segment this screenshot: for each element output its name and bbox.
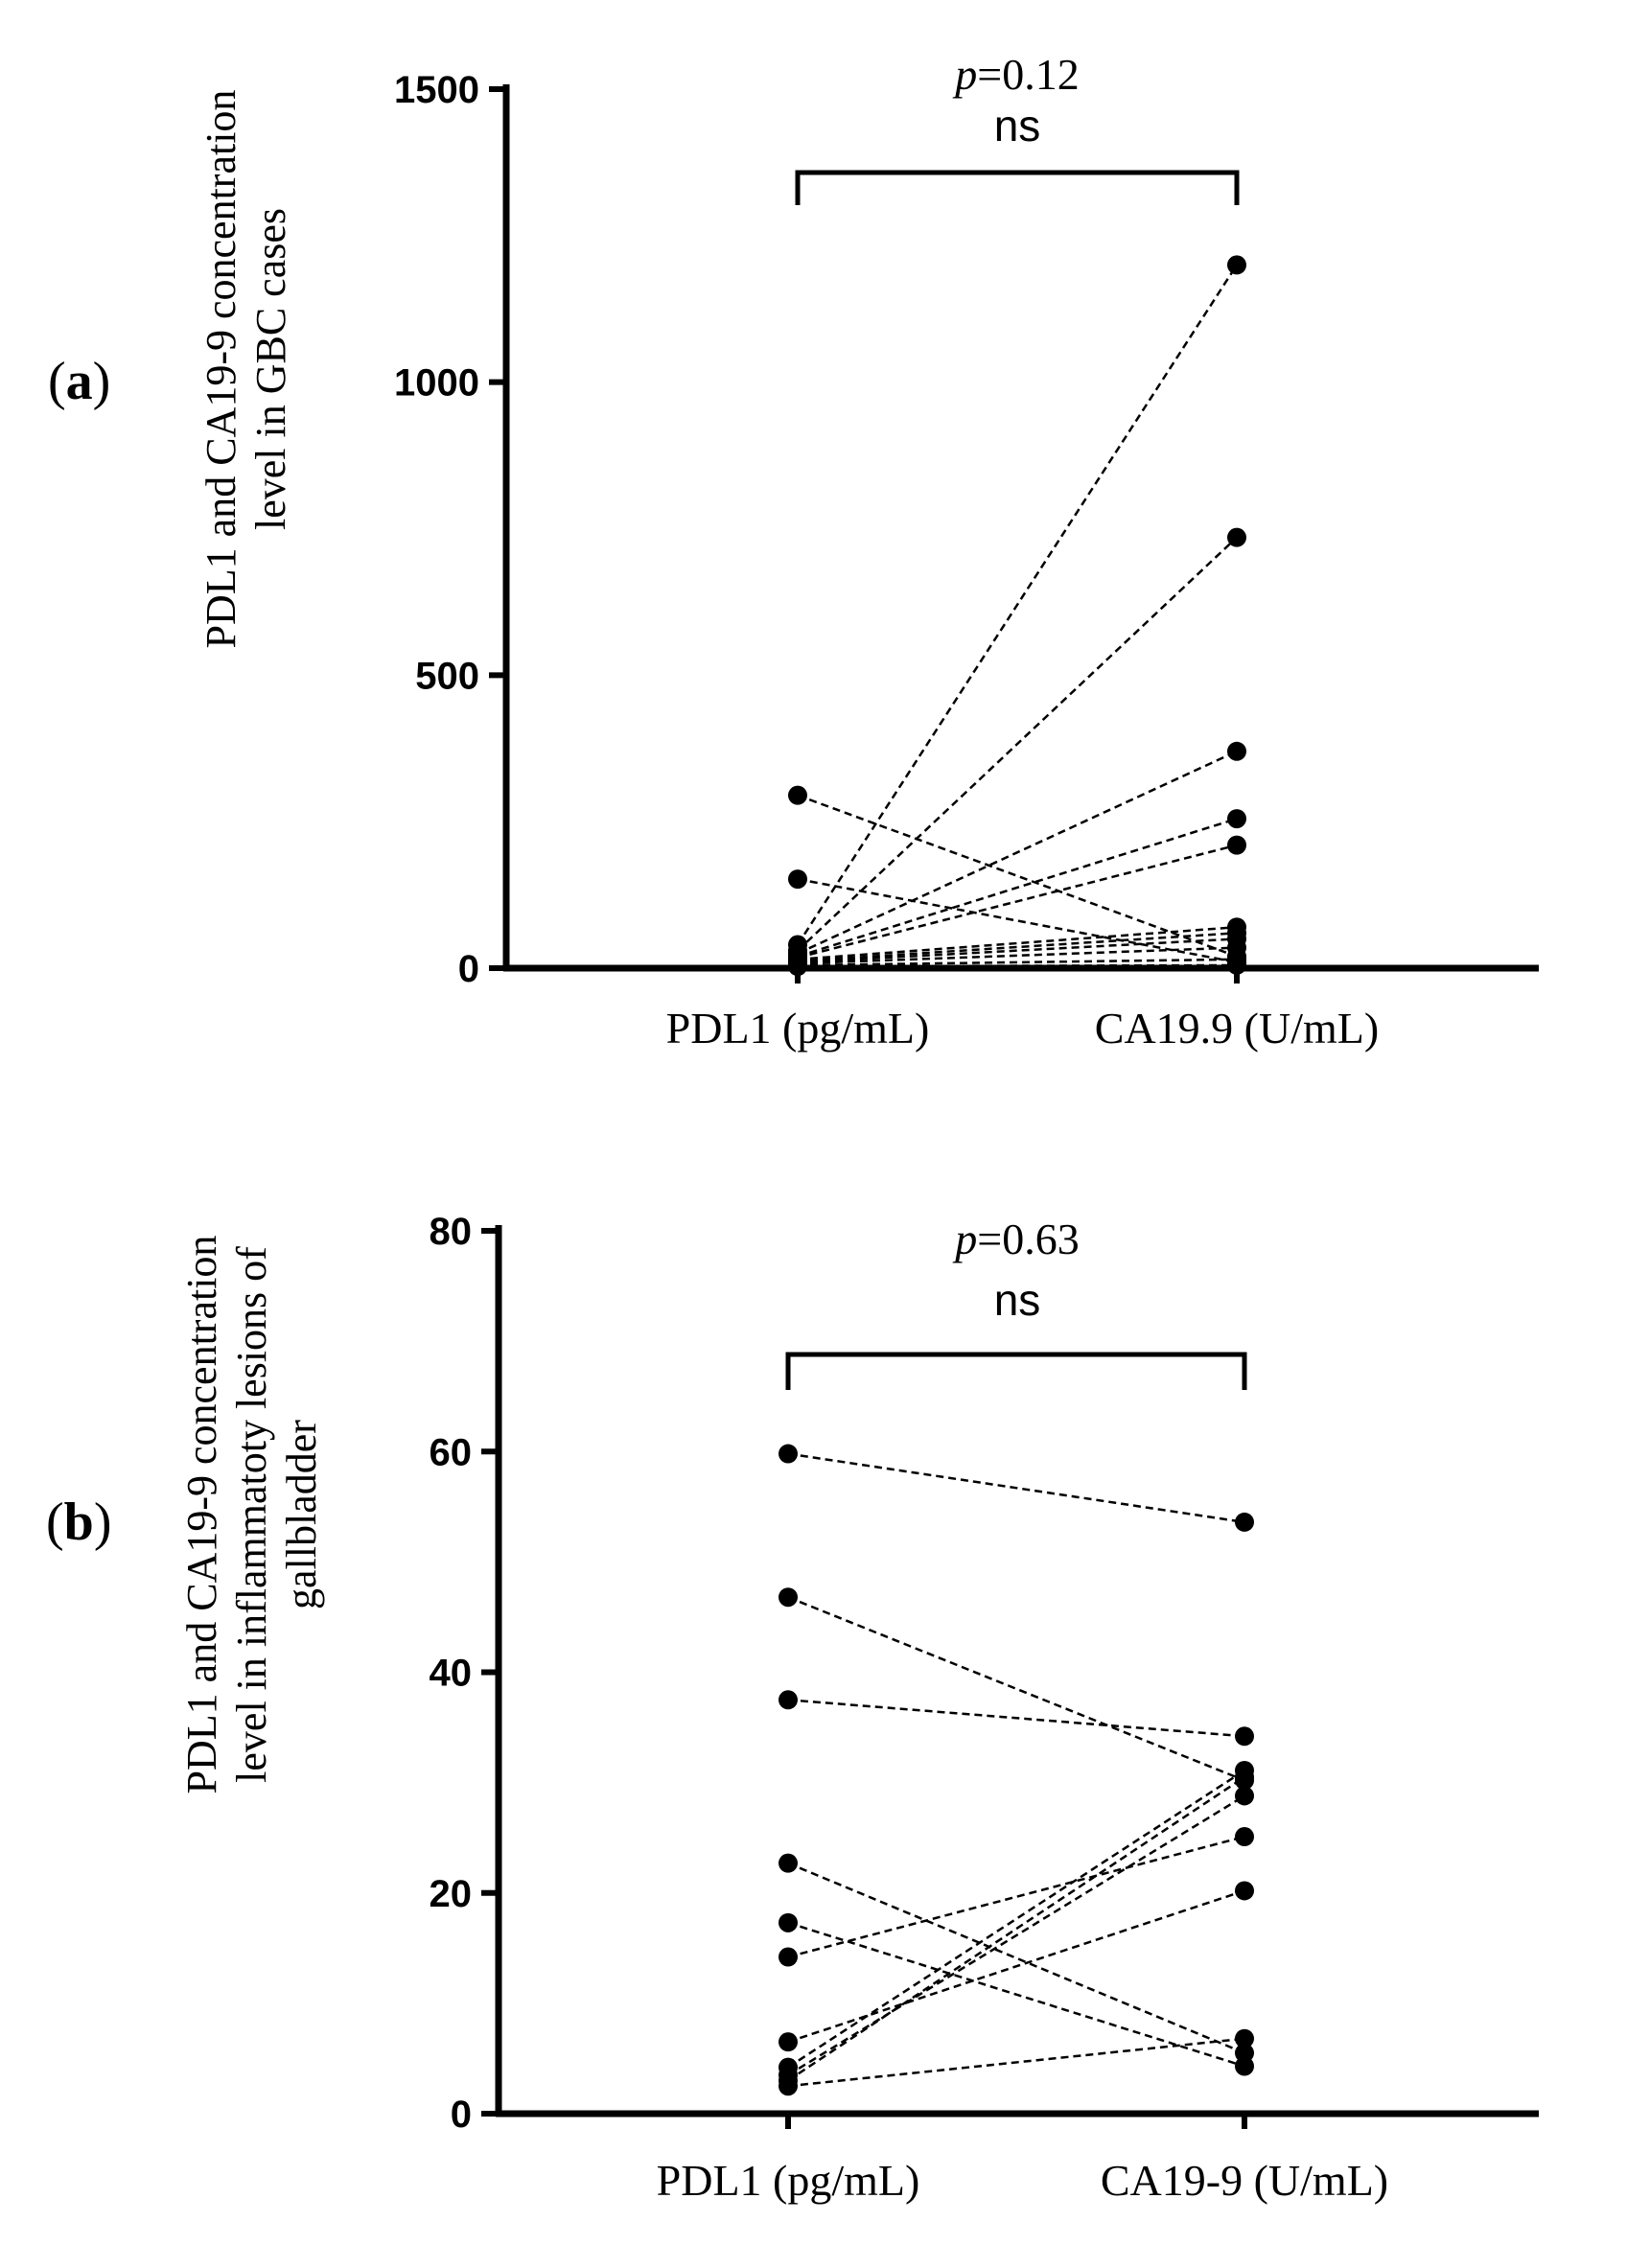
point-b-pdl1-0 — [779, 1444, 798, 1464]
x-ticks-b: PDL1 (pg/mL) CA19-9 (U/mL) — [657, 2114, 1388, 2205]
point-b-ca199-4 — [1235, 2056, 1254, 2076]
pair-line-a-7 — [797, 925, 1238, 961]
point-b-pdl1-3 — [779, 1853, 798, 1873]
y-ticks-b: 0 20 40 60 80 — [430, 1211, 499, 2136]
panel-label-b-letter: b — [63, 1493, 94, 1552]
pair-lines-b — [787, 1452, 1245, 2088]
point-b-ca199-8 — [1235, 1786, 1254, 1806]
point-b-pdl1-2 — [779, 1690, 798, 1710]
point-a-ca199-12 — [1227, 955, 1246, 975]
pair-line-b-9 — [787, 1775, 1245, 2082]
panel-label-a-close: ) — [92, 352, 111, 411]
pair-line-a-11 — [797, 958, 1238, 967]
x-category-label-b-1: CA19-9 (U/mL) — [1101, 2156, 1388, 2205]
point-a-ca199-5 — [1227, 809, 1246, 829]
point-b-pdl1-1 — [779, 1587, 798, 1608]
points-b — [779, 1444, 1254, 2096]
pair-line-b-7 — [787, 1769, 1245, 2069]
x-category-label-a-0: PDL1 (pg/mL) — [666, 1004, 930, 1053]
pair-line-a-4 — [797, 750, 1238, 955]
p-number-b: =0.63 — [977, 1215, 1079, 1263]
point-b-pdl1-10 — [779, 2076, 798, 2096]
pair-line-b-1 — [787, 1596, 1245, 1782]
panel-label-b-close: ) — [93, 1493, 112, 1552]
y-tick-label-a-0: 0 — [458, 948, 479, 990]
point-b-ca199-10 — [1235, 2028, 1254, 2048]
point-a-ca199-3 — [1227, 527, 1246, 547]
significance-label-a: ns — [994, 101, 1041, 150]
x-category-label-b-0: PDL1 (pg/mL) — [657, 2156, 920, 2205]
pair-line-a-8 — [797, 932, 1238, 962]
points-a — [788, 255, 1246, 977]
p-symbol-b: p — [952, 1215, 977, 1263]
point-a-ca199-6 — [1227, 835, 1246, 855]
significance-bracket-b — [785, 1352, 1247, 1390]
p-value-annotation-a: p=0.12 — [952, 50, 1079, 99]
pair-line-a-5 — [797, 817, 1238, 958]
point-b-ca199-5 — [1235, 1827, 1254, 1847]
chart-panel-b: 0 20 40 60 80 PDL1 (pg/mL) CA19-9 (U/mL) p=0.… — [430, 1211, 1539, 2205]
pair-line-b-0 — [787, 1452, 1245, 1524]
pair-line-b-6 — [787, 1889, 1245, 2044]
pair-line-b-2 — [787, 1699, 1245, 1738]
pair-line-a-12 — [797, 963, 1238, 968]
point-b-ca199-6 — [1235, 1881, 1254, 1901]
pair-line-b-3 — [787, 1862, 1245, 2054]
pair-line-a-6 — [797, 844, 1238, 960]
pair-line-a-2 — [796, 264, 1239, 946]
x-ticks-a: PDL1 (pg/mL) CA19.9 (U/mL) — [666, 968, 1379, 1053]
y-tick-label-a-1: 500 — [415, 655, 479, 697]
pair-line-b-8 — [787, 1794, 1245, 2076]
point-a-pdl1-12 — [788, 957, 807, 977]
pair-line-b-10 — [787, 2037, 1245, 2088]
point-a-pdl1-0 — [788, 785, 807, 805]
p-value-annotation-b: p=0.63 — [952, 1215, 1079, 1263]
x-category-label-a-1: CA19.9 (U/mL) — [1095, 1004, 1379, 1053]
point-b-pdl1-4 — [779, 1912, 798, 1932]
chart-panel-a: 0 500 1000 1500 PDL1 (pg/mL) CA19.9 (U/mL) p… — [394, 50, 1539, 1053]
point-b-ca199-2 — [1235, 1726, 1254, 1747]
pair-line-b-5 — [787, 1835, 1245, 1958]
pair-line-a-0 — [797, 794, 1238, 958]
y-tick-label-b-0: 0 — [451, 2094, 472, 2136]
point-a-pdl1-1 — [788, 869, 807, 890]
pair-line-a-3 — [797, 536, 1238, 952]
panel-label-a: (a) — [48, 351, 110, 412]
y-tick-label-a-2: 1000 — [394, 362, 479, 405]
point-b-ca199-0 — [1235, 1512, 1254, 1532]
point-b-pdl1-6 — [779, 2032, 798, 2052]
point-a-ca199-2 — [1227, 255, 1246, 275]
pair-line-a-1 — [797, 877, 1238, 964]
y-tick-label-b-4: 80 — [430, 1211, 473, 1253]
y-tick-label-a-3: 1500 — [394, 69, 479, 111]
point-a-ca199-4 — [1227, 741, 1246, 761]
p-number-a: =0.12 — [977, 50, 1079, 99]
pair-lines-a — [796, 264, 1239, 968]
y-tick-label-b-1: 20 — [430, 1873, 473, 1915]
pair-line-b-4 — [787, 1921, 1245, 2068]
y-tick-label-b-3: 60 — [430, 1431, 473, 1473]
significance-label-b: ns — [994, 1275, 1041, 1325]
pair-line-a-10 — [797, 946, 1238, 965]
panel-label-b: (b) — [46, 1492, 111, 1553]
y-tick-label-b-2: 40 — [430, 1653, 473, 1695]
panel-label-b-open: ( — [46, 1493, 64, 1552]
panel-label-a-letter: a — [65, 352, 93, 411]
y-ticks-a: 0 500 1000 1500 — [394, 69, 506, 990]
point-b-ca199-9 — [1235, 1767, 1254, 1787]
significance-bracket-a — [795, 170, 1240, 205]
point-b-pdl1-5 — [779, 1947, 798, 1967]
point-b-ca199-3 — [1235, 2043, 1254, 2063]
p-symbol-a: p — [952, 50, 977, 99]
panel-label-a-open: ( — [48, 352, 66, 411]
pair-line-a-9 — [797, 937, 1238, 964]
